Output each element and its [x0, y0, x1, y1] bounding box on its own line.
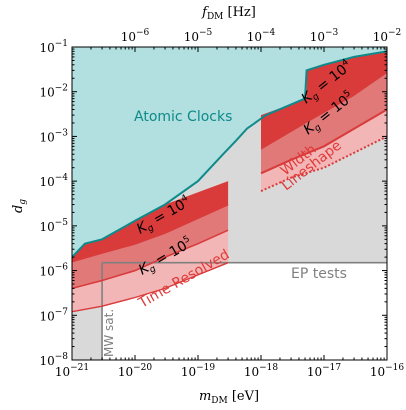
top-axis-title: fDM [Hz]	[201, 5, 256, 22]
y-axis-title: dg	[11, 199, 28, 213]
y-tick-label: 10−4	[39, 173, 68, 189]
mw-sat-label: MW sat.	[102, 309, 116, 357]
atomic-clocks-boundary	[72, 50, 387, 258]
plot-frame	[71, 46, 388, 361]
x-tick-label: 10−18	[244, 363, 279, 379]
y-tick-label: 10−5	[39, 218, 68, 234]
svg-text:MW sat.: MW sat.	[102, 309, 116, 357]
kg-1e4-region-left	[72, 181, 229, 262]
top-tick-label: 10−5	[184, 28, 213, 44]
x-tick-label: 10−21	[55, 363, 89, 379]
kg-1e5-region-right	[261, 73, 387, 174]
x-tick-label: 10−16	[370, 363, 405, 379]
y-tick-label: 10−8	[39, 352, 68, 368]
x-tick-label: 10−19	[181, 363, 216, 379]
top-tick-label: 10−3	[310, 28, 339, 44]
x-axis-title: mDM [eV]	[199, 389, 259, 406]
lineshape-region	[261, 109, 387, 192]
x-tick-label: 10−20	[118, 363, 153, 379]
x-tick-label: 10−17	[307, 363, 342, 379]
atomic-clocks-region	[72, 47, 387, 258]
time-resolved-region	[72, 230, 229, 312]
width-line	[260, 108, 387, 175]
time-resolved-line	[72, 262, 229, 313]
kg-1e4-line-left	[72, 203, 229, 263]
y-tick-label: 10−6	[39, 263, 68, 279]
kg-1e4-region-right	[261, 51, 387, 150]
y-tick-label: 10−2	[39, 84, 68, 100]
ep-tests-label: EP tests	[291, 266, 347, 282]
kg-1e5-line-left	[72, 229, 229, 290]
tick-group: 10−21 10−20 10−19 10−18 10−17 10−16 10−8 10−7 10…	[39, 28, 404, 379]
y-tick-label: 10−7	[39, 307, 68, 323]
top-tick-label: 10−4	[247, 28, 276, 44]
y-tick-label: 10−3	[39, 128, 68, 144]
y-tick-label: 10−1	[39, 39, 68, 55]
top-tick-label: 10−6	[121, 28, 150, 44]
lineshape-line	[260, 135, 387, 193]
kg-1e5-region-left	[72, 204, 229, 289]
atomic-clocks-label: Atomic Clocks	[134, 109, 232, 125]
top-tick-label: 10−2	[373, 28, 402, 44]
